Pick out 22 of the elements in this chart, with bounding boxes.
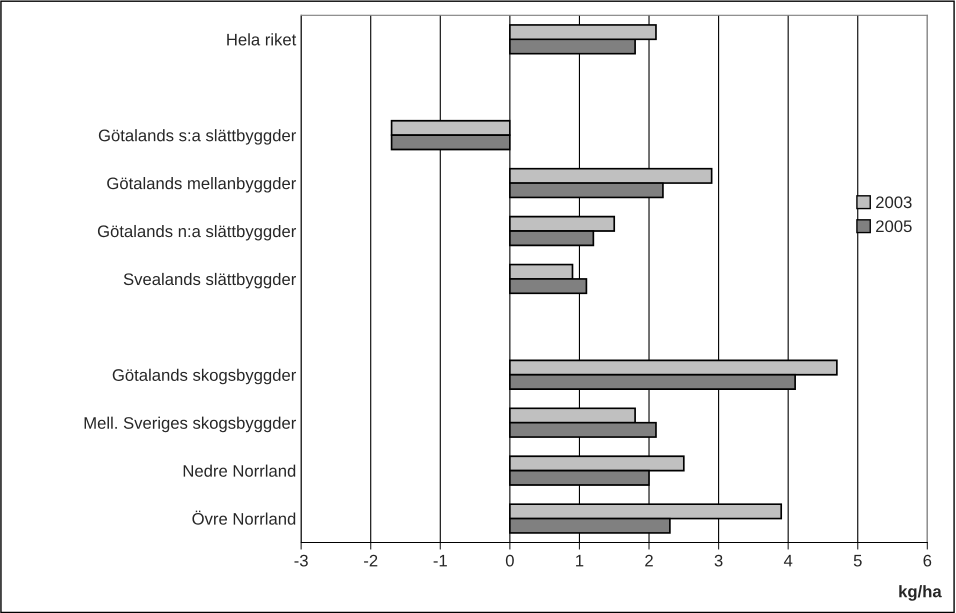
x-axis-title: kg/ha [899, 585, 942, 601]
y-tick-label: Övre Norrland [192, 510, 296, 525]
y-tick-label: Mell. Sveriges skogsbyggder [84, 416, 296, 432]
x-tick-label: -1 [434, 554, 447, 566]
x-tick-label: 1 [576, 554, 584, 566]
y-tick-label: Götalands skogsbyggder [112, 368, 296, 384]
y-tick-label: Hela riket [227, 33, 296, 46]
y-tick-label: Nedre Norrland [184, 464, 296, 477]
x-tick-label: 3 [714, 554, 722, 567]
x-tick-label: 2 [645, 554, 653, 566]
legend-label: 2003 [876, 196, 912, 208]
legend-label: 2005 [876, 220, 912, 232]
x-tick-label: 4 [784, 554, 792, 566]
y-tick-label: Götalands s:a slättbyggder [98, 129, 296, 145]
y-tick-label: Götalands n:a slättbyggder [98, 224, 296, 240]
y-tick-label: Götalands mellanbyggder [107, 177, 296, 193]
x-tick-label: -2 [364, 554, 378, 566]
y-tick-label: Svealands slättbyggder [124, 272, 296, 288]
x-tick-label: 0 [506, 554, 514, 567]
x-tick-label: 5 [854, 554, 862, 567]
x-tick-label: 6 [924, 554, 932, 567]
x-tick-label: -3 [294, 554, 308, 567]
